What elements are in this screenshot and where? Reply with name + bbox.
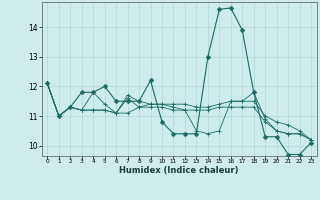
X-axis label: Humidex (Indice chaleur): Humidex (Indice chaleur) — [119, 166, 239, 175]
